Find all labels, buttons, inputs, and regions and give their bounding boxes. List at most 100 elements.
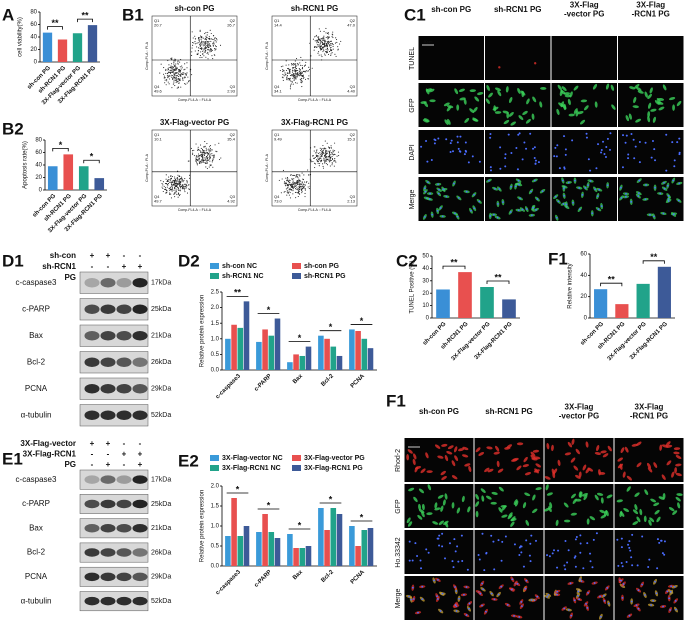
flow-event bbox=[328, 160, 330, 162]
flow-event bbox=[175, 182, 177, 184]
condition-mark: + bbox=[90, 251, 95, 260]
flow-event bbox=[332, 151, 334, 153]
cell bbox=[506, 112, 510, 119]
significance-label: * bbox=[329, 494, 333, 504]
flow-event bbox=[284, 190, 286, 193]
flow-event bbox=[166, 186, 168, 188]
flow-event bbox=[173, 69, 175, 71]
cell bbox=[672, 104, 675, 111]
flow-event bbox=[289, 191, 291, 194]
condition-mark: + bbox=[90, 439, 95, 448]
cell bbox=[546, 492, 553, 496]
flow-event bbox=[316, 152, 318, 154]
flow-event bbox=[181, 184, 183, 186]
nucleus bbox=[645, 184, 647, 186]
flow-event bbox=[325, 27, 327, 30]
condition-mark: - bbox=[107, 262, 110, 271]
flow-event bbox=[192, 37, 194, 39]
flow-event bbox=[314, 156, 316, 158]
flow-event bbox=[326, 41, 328, 43]
cell bbox=[570, 512, 578, 516]
flow-event bbox=[294, 181, 296, 184]
flow-event bbox=[177, 196, 179, 198]
panel-label: D2 bbox=[178, 251, 200, 270]
flow-event bbox=[291, 74, 293, 76]
flow-event bbox=[289, 88, 291, 90]
cell bbox=[656, 97, 661, 104]
flow-event bbox=[166, 180, 169, 182]
x-tick-label: Bcl-2 bbox=[320, 569, 335, 584]
flow-event bbox=[296, 176, 298, 178]
flow-event bbox=[299, 174, 301, 176]
flow-event bbox=[200, 155, 202, 157]
flow-event bbox=[179, 184, 181, 186]
flow-event bbox=[166, 180, 168, 183]
flow-event bbox=[214, 47, 216, 50]
nucleus bbox=[603, 152, 606, 155]
column-header: -RCN1 PG bbox=[630, 412, 668, 421]
nucleus bbox=[439, 207, 442, 209]
panel-label: C2 bbox=[396, 251, 418, 270]
flow-event bbox=[169, 78, 171, 80]
flow-event bbox=[170, 193, 172, 195]
flow-event bbox=[294, 77, 296, 79]
cell bbox=[423, 118, 430, 122]
nucleus bbox=[607, 602, 610, 605]
flow-event bbox=[202, 37, 204, 39]
flow-event bbox=[299, 189, 301, 191]
flow-event bbox=[304, 78, 307, 80]
flow-event bbox=[322, 46, 324, 48]
flow-event bbox=[199, 57, 201, 59]
cell bbox=[675, 472, 682, 477]
flow-event bbox=[197, 159, 199, 162]
flow-event bbox=[286, 183, 288, 185]
flow-event bbox=[321, 155, 323, 157]
flow-event bbox=[168, 176, 170, 178]
flow-event bbox=[333, 159, 335, 161]
flow-event bbox=[171, 67, 173, 69]
nucleus bbox=[436, 537, 439, 540]
flow-event bbox=[196, 162, 198, 165]
cell bbox=[658, 496, 665, 500]
bar bbox=[262, 329, 268, 370]
cell bbox=[665, 441, 671, 447]
flow-event bbox=[203, 55, 205, 57]
nucleus bbox=[653, 148, 656, 151]
flow-event bbox=[290, 186, 292, 188]
nucleus bbox=[460, 534, 463, 537]
nucleus bbox=[423, 216, 426, 218]
quadrant-value: 14.4 bbox=[274, 23, 283, 28]
flow-event bbox=[172, 83, 174, 85]
flow-event bbox=[285, 182, 287, 184]
bar bbox=[324, 530, 330, 566]
cell bbox=[672, 510, 678, 516]
flow-event bbox=[211, 155, 213, 157]
cell bbox=[647, 93, 652, 100]
flow-event bbox=[289, 86, 292, 88]
nucleus bbox=[677, 199, 680, 202]
cell bbox=[643, 515, 647, 523]
bar bbox=[615, 304, 629, 318]
cell bbox=[573, 465, 579, 471]
flow-event bbox=[296, 73, 298, 75]
nucleus bbox=[494, 187, 496, 190]
flow-event bbox=[182, 73, 184, 76]
flow-event bbox=[323, 157, 325, 159]
row-label: GFP bbox=[395, 499, 402, 514]
flow-event bbox=[170, 181, 172, 183]
nucleus bbox=[593, 582, 596, 584]
nucleus bbox=[567, 181, 570, 184]
flow-event bbox=[188, 184, 190, 186]
flow-event bbox=[331, 162, 333, 164]
flow-event bbox=[288, 180, 290, 182]
significance-label: * bbox=[90, 152, 94, 162]
flow-event bbox=[286, 72, 288, 74]
flow-event bbox=[287, 185, 289, 187]
flow-event bbox=[298, 181, 300, 183]
flow-event bbox=[335, 55, 337, 57]
y-tick-label: 40 bbox=[422, 266, 429, 272]
flow-event bbox=[206, 160, 208, 162]
flow-event bbox=[332, 44, 334, 46]
cell bbox=[454, 455, 459, 461]
flow-event bbox=[169, 181, 171, 183]
